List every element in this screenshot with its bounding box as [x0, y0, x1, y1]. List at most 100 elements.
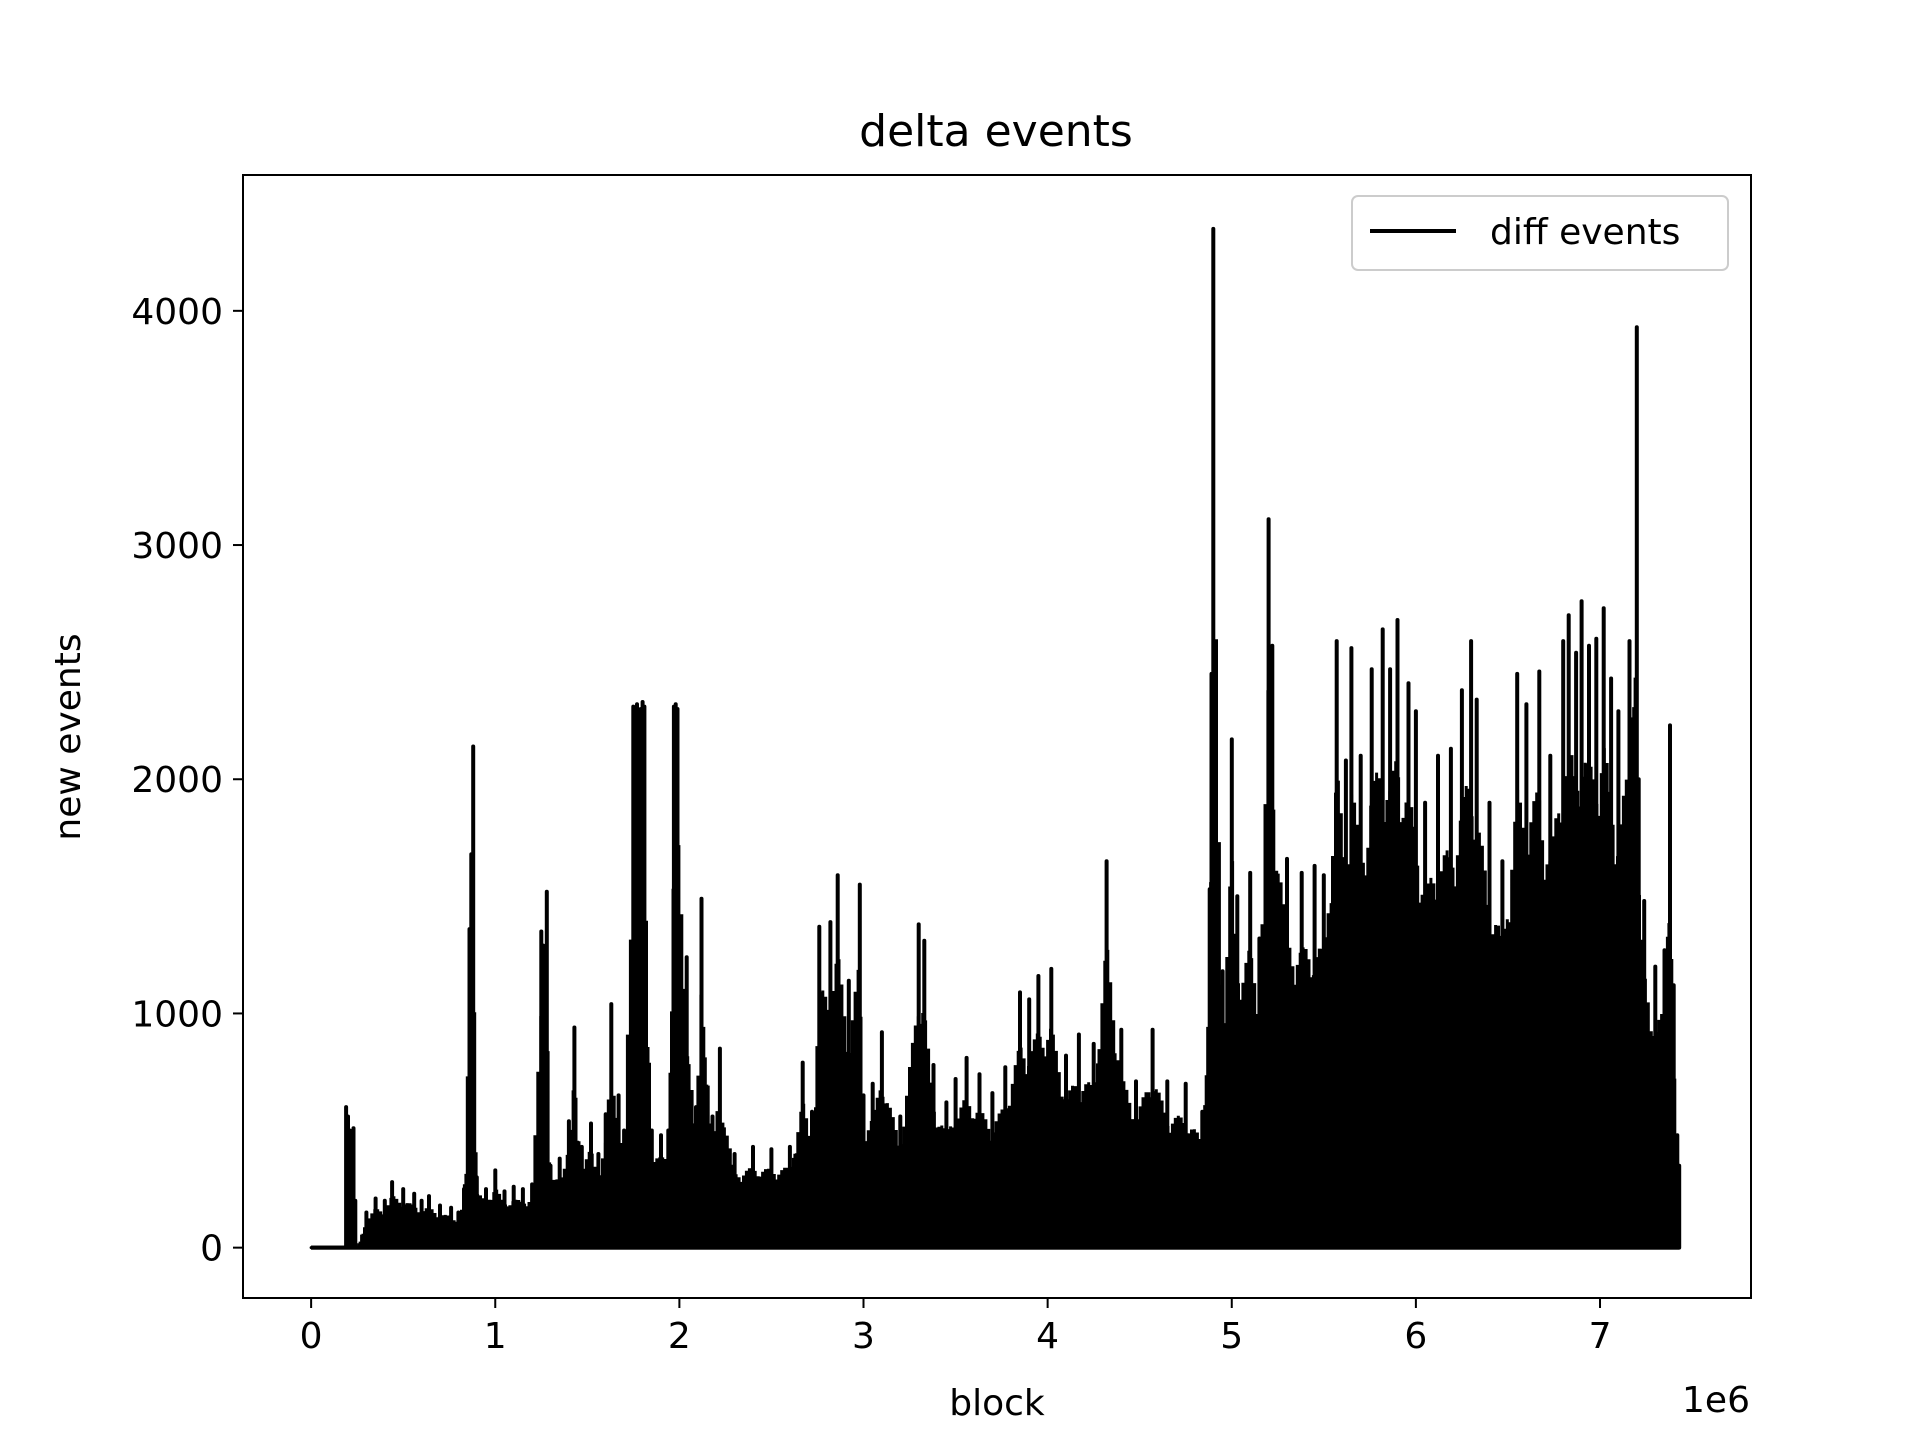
data-point: [539, 929, 543, 933]
data-point: [1335, 639, 1339, 643]
data-point: [471, 744, 475, 748]
data-point: [1300, 871, 1304, 875]
data-point: [401, 1187, 405, 1191]
data-point: [1359, 754, 1363, 758]
x-tick-label: 5: [1220, 1316, 1243, 1357]
x-tick-label: 4: [1036, 1316, 1059, 1357]
legend-entry-diff-events: diff events: [1490, 212, 1680, 253]
data-point: [1235, 894, 1239, 898]
data-point: [1077, 1033, 1081, 1037]
data-point: [493, 1168, 497, 1172]
x-tick-label: 0: [300, 1316, 323, 1357]
data-point: [350, 1168, 354, 1172]
data-point: [530, 1182, 534, 1186]
data-point: [1677, 1164, 1681, 1168]
data-point: [346, 1114, 350, 1118]
data-point: [1049, 967, 1053, 971]
data-point: [309, 1246, 313, 1250]
y-tick-label: 2000: [131, 760, 223, 801]
data-point: [694, 1105, 698, 1109]
x-tick-label: 3: [852, 1316, 875, 1357]
data-point: [1449, 747, 1453, 751]
data-point: [462, 1187, 466, 1191]
data-point: [871, 1082, 875, 1086]
data-point: [817, 925, 821, 929]
data-point: [1165, 1079, 1169, 1083]
y-tick-label: 1000: [131, 994, 223, 1035]
data-point: [484, 1187, 488, 1191]
data-point: [642, 705, 646, 709]
data-point: [639, 707, 643, 711]
data-point: [1637, 777, 1641, 781]
data-point: [858, 883, 862, 887]
data-point: [1609, 677, 1613, 681]
data-point: [548, 1164, 552, 1168]
data-point: [1248, 871, 1252, 875]
data-point: [1524, 702, 1528, 706]
data-point: [412, 1192, 416, 1196]
data-point: [1388, 667, 1392, 671]
axes-frame: [242, 174, 1752, 1299]
data-point: [1018, 990, 1022, 994]
data-point: [1668, 723, 1672, 727]
data-point: [512, 1185, 516, 1189]
data-point: [1460, 688, 1464, 692]
data-point: [1322, 873, 1326, 877]
data-point: [374, 1196, 378, 1200]
data-point: [672, 705, 676, 709]
legend: diff events: [1351, 195, 1729, 271]
data-point: [990, 1091, 994, 1095]
data-point: [965, 1056, 969, 1060]
data-point: [438, 1203, 442, 1207]
x-axis-label: block: [949, 1383, 1045, 1424]
data-point: [1257, 936, 1261, 940]
data-point: [810, 1110, 814, 1114]
data-point: [467, 927, 471, 931]
data-point: [456, 1211, 460, 1215]
data-point: [1027, 997, 1031, 1001]
data-point: [1627, 639, 1631, 643]
data-point: [922, 939, 926, 943]
data-point: [880, 1030, 884, 1034]
data-point: [1580, 599, 1584, 603]
data-point: [364, 1211, 368, 1215]
data-point: [1653, 965, 1657, 969]
data-point: [659, 1133, 663, 1137]
x-tick-label: 7: [1589, 1316, 1612, 1357]
x-tick-label: 6: [1404, 1316, 1427, 1357]
data-point: [1567, 613, 1571, 617]
data-point: [751, 1145, 755, 1149]
chart-title: delta events: [859, 106, 1133, 157]
data-point: [674, 702, 678, 706]
data-point: [609, 1002, 613, 1006]
data-point: [567, 1119, 571, 1123]
data-point: [1134, 1079, 1138, 1083]
data-point: [1313, 864, 1317, 868]
x-axis-offset-label: 1e6: [1682, 1380, 1750, 1421]
data-point: [1469, 639, 1473, 643]
data-point: [390, 1180, 394, 1184]
data-point: [1662, 948, 1666, 952]
data-point: [1548, 754, 1552, 758]
data-point: [699, 897, 703, 901]
legend-box: [1351, 195, 1729, 271]
data-point: [344, 1105, 348, 1109]
data-point: [420, 1199, 424, 1203]
data-point: [1642, 899, 1646, 903]
data-point: [351, 1126, 355, 1130]
data-point: [931, 1063, 935, 1067]
data-point: [1602, 606, 1606, 610]
data-point: [541, 944, 545, 948]
x-tick-label: 2: [668, 1316, 691, 1357]
data-point: [898, 1114, 902, 1118]
data-point: [676, 707, 680, 711]
data-point: [1064, 1054, 1068, 1058]
data-point: [788, 1145, 792, 1149]
data-point: [1488, 801, 1492, 805]
data-point: [427, 1194, 431, 1198]
data-point: [572, 1025, 576, 1029]
data-point: [1221, 969, 1225, 973]
data-point: [1285, 857, 1289, 861]
data-point: [954, 1077, 958, 1081]
